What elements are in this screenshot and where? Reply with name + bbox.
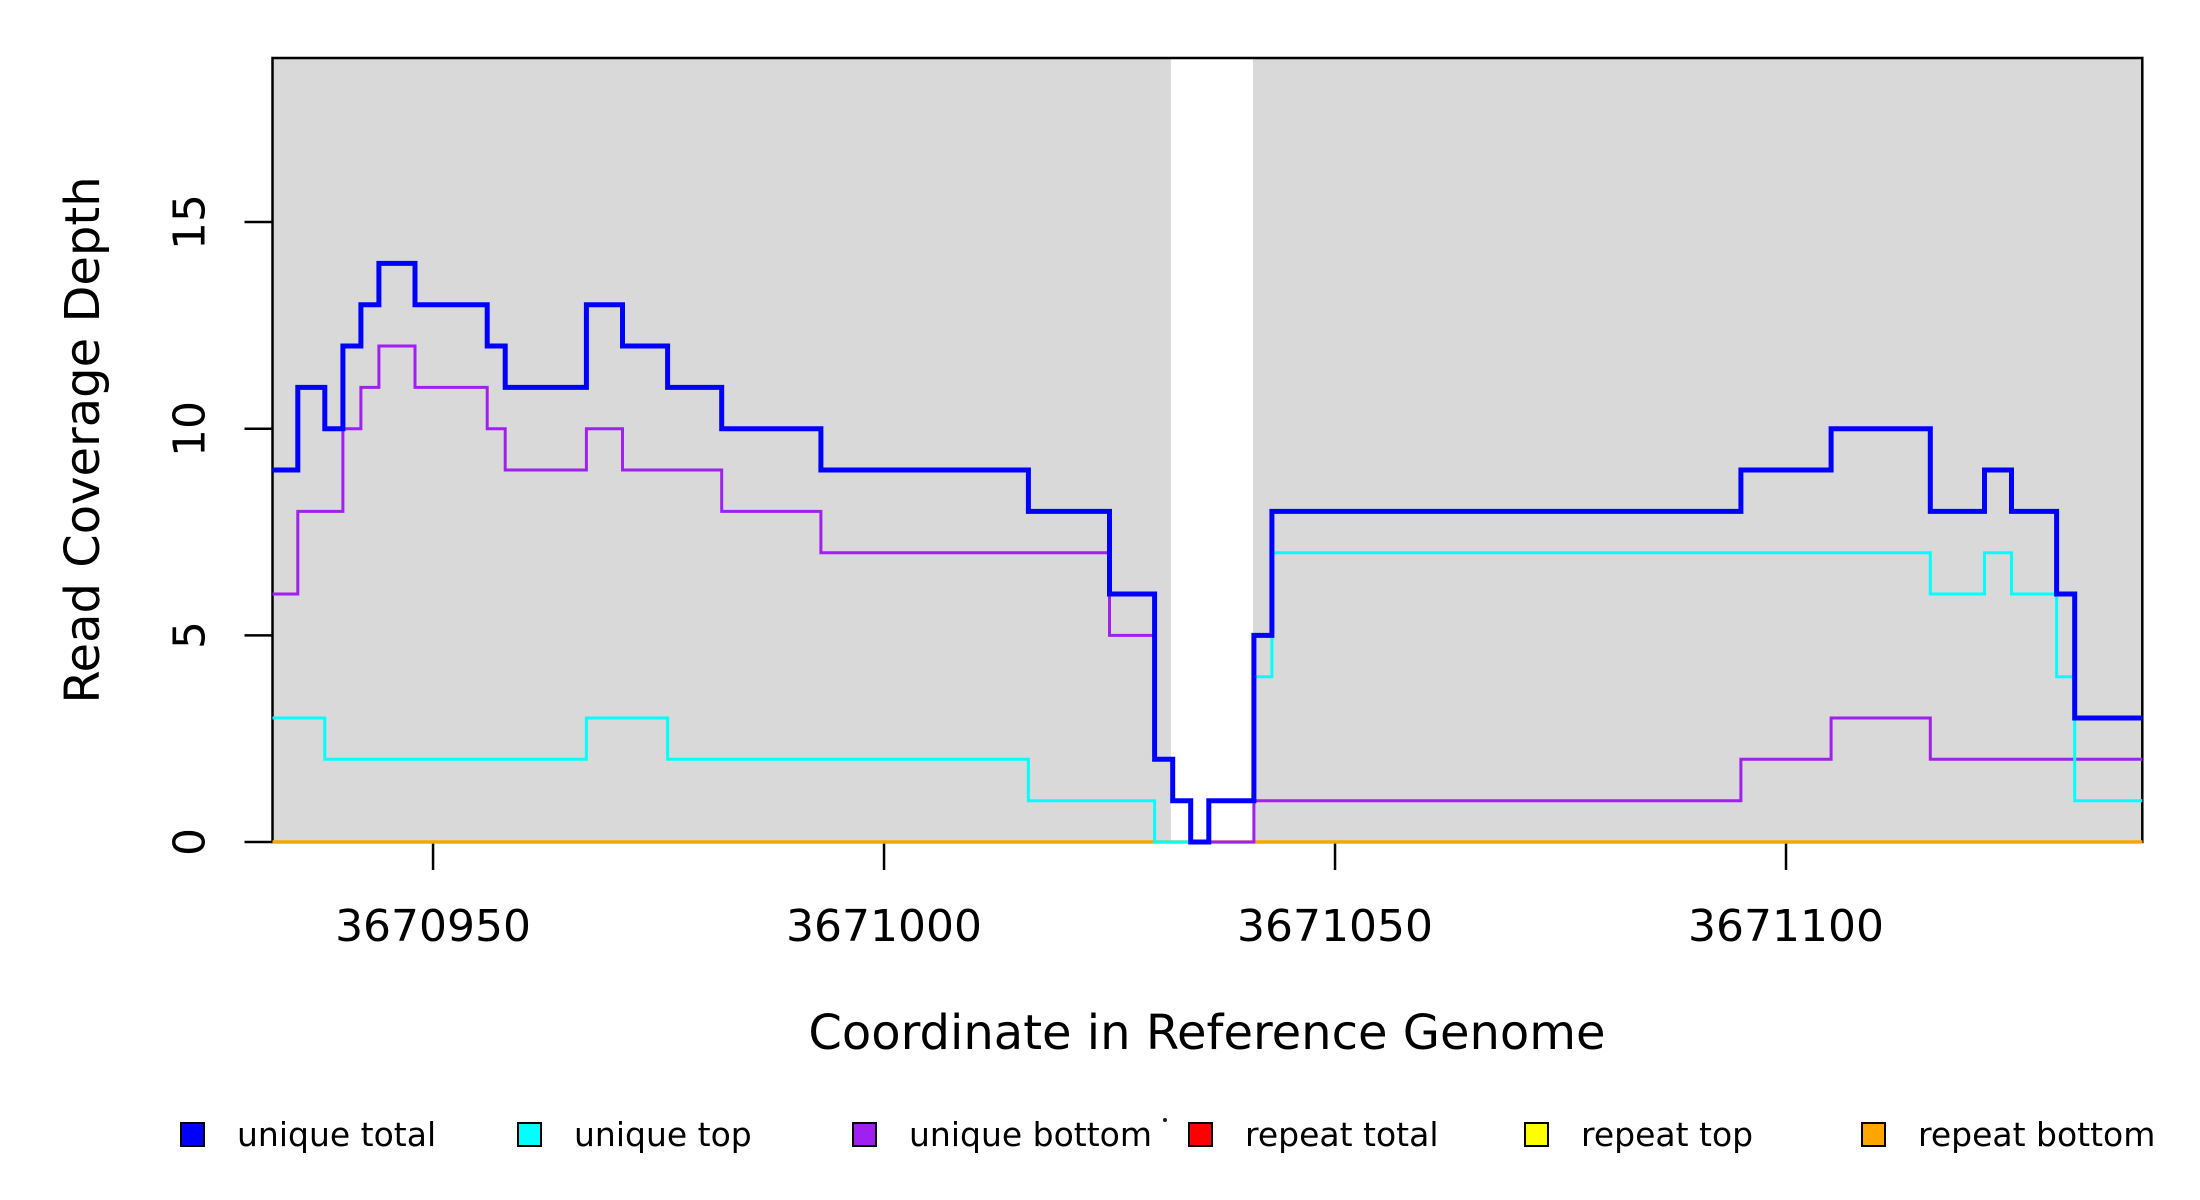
legend-label: unique bottom bbox=[909, 1115, 1153, 1154]
x-axis-title: Coordinate in Reference Genome bbox=[808, 1005, 1606, 1061]
y-tick-label: 0 bbox=[164, 828, 216, 856]
legend-item-unique-top: unique top bbox=[517, 1118, 752, 1151]
legend-label: unique top bbox=[574, 1115, 752, 1154]
legend-swatch-unique-top bbox=[517, 1122, 542, 1147]
legend-item-repeat-bottom: repeat bottom bbox=[1861, 1118, 2155, 1151]
x-tick-label: 3670950 bbox=[335, 901, 532, 952]
legend-swatch-repeat-total bbox=[1188, 1122, 1213, 1147]
x-tick-label: 3671050 bbox=[1237, 901, 1433, 952]
legend-label: repeat top bbox=[1581, 1115, 1754, 1154]
legend-item-repeat-top: repeat top bbox=[1524, 1118, 1753, 1151]
x-tick-label: 3671000 bbox=[786, 901, 983, 952]
series-line-unique-total bbox=[272, 260, 2143, 845]
y-tick-label: 5 bbox=[164, 621, 216, 650]
y-axis-title: Read Coverage Depth bbox=[55, 176, 111, 704]
plot-shaded-region bbox=[1252, 58, 2143, 842]
legend-item-repeat-total: repeat total bbox=[1188, 1118, 1439, 1151]
y-tick-label: 10 bbox=[164, 400, 216, 457]
x-tick-label: 3671100 bbox=[1688, 901, 1884, 952]
legend-label: repeat total bbox=[1245, 1115, 1439, 1154]
legend-label: unique total bbox=[237, 1115, 437, 1154]
legend-swatch-unique-bottom bbox=[852, 1122, 877, 1147]
y-tick-label: 15 bbox=[164, 194, 216, 251]
legend-item-unique-bottom: unique bottom bbox=[852, 1118, 1152, 1151]
legend-swatch-repeat-top bbox=[1524, 1122, 1549, 1147]
legend-label: repeat bottom bbox=[1918, 1115, 2156, 1154]
stray-dot-artifact bbox=[1163, 1118, 1167, 1122]
series-line-unique-bottom bbox=[272, 344, 2143, 844]
legend-item-unique-total: unique total bbox=[180, 1118, 436, 1151]
legend-swatch-repeat-bottom bbox=[1861, 1122, 1886, 1147]
legend-swatch-unique-total bbox=[180, 1122, 205, 1147]
plot-shaded-region bbox=[272, 58, 1171, 842]
